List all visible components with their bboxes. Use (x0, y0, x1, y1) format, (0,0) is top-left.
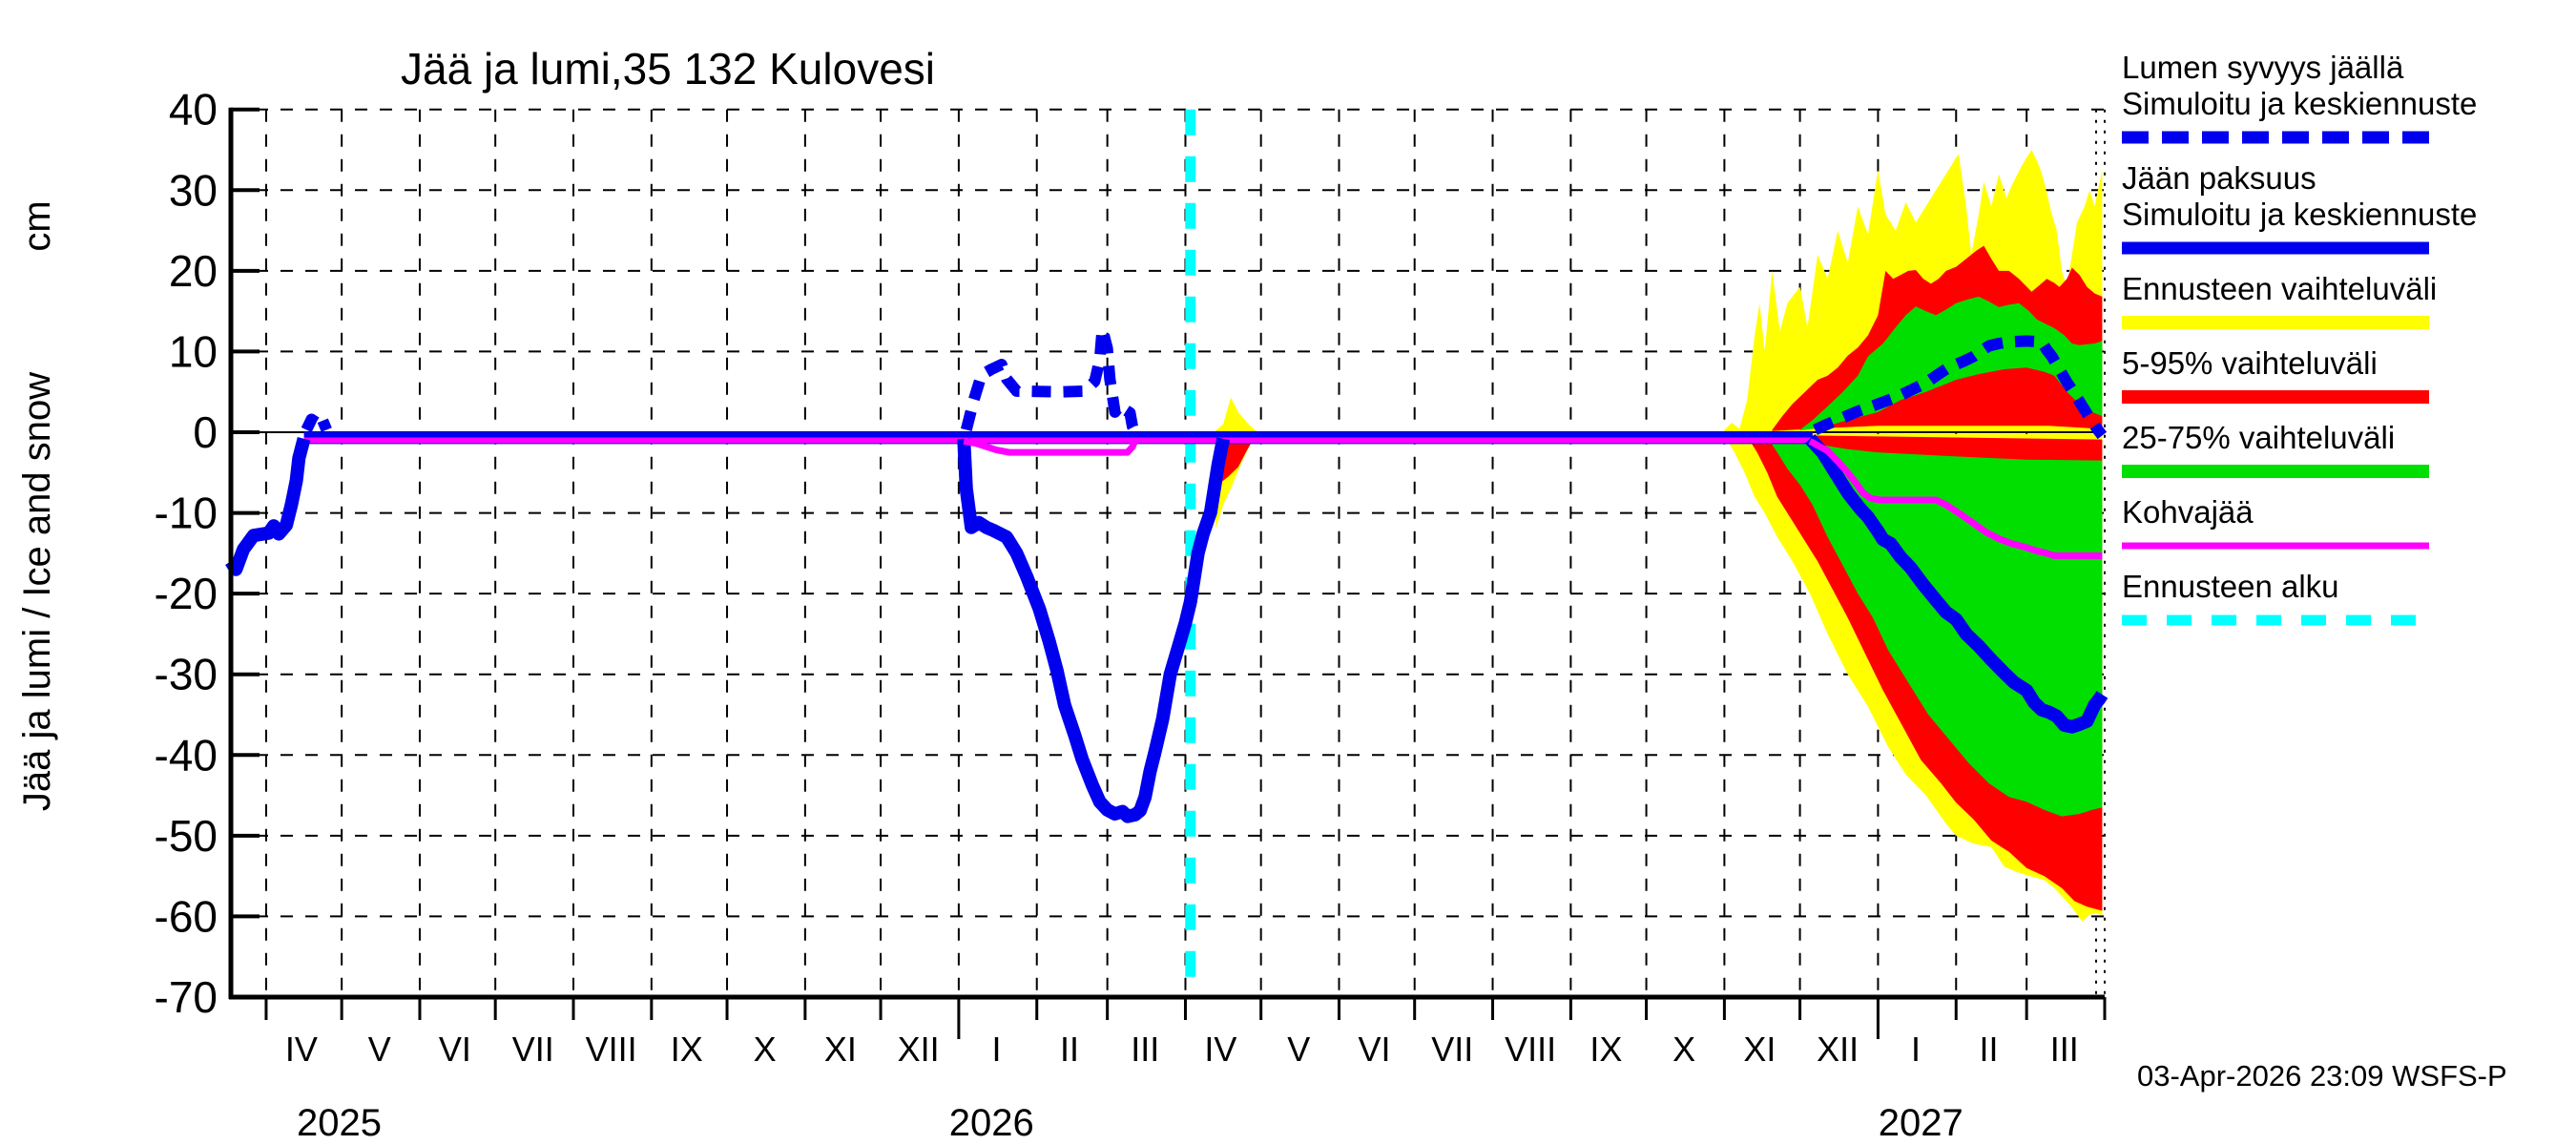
y-tick-label: 0 (193, 407, 218, 457)
x-month-label: V (368, 1030, 391, 1069)
legend-label: 25-75% vaihteluväli (2122, 420, 2395, 455)
y-tick-label: 20 (169, 246, 218, 296)
x-month-label: X (1672, 1030, 1695, 1069)
axes (228, 107, 2107, 1039)
x-month-label: V (1287, 1030, 1310, 1069)
x-month-label: III (1131, 1030, 1159, 1069)
x-month-label: VII (1431, 1030, 1473, 1069)
y-tick-label: -40 (155, 730, 218, 780)
x-month-label: I (1911, 1030, 1921, 1069)
x-year-label: 2027 (1879, 1102, 1963, 1144)
legend-label: Ennusteen vaihteluväli (2122, 271, 2437, 306)
y-tick-label: -70 (155, 972, 218, 1022)
y-tick-label: -20 (155, 569, 218, 618)
x-month-label: XII (898, 1030, 940, 1069)
x-month-label: IX (671, 1030, 703, 1069)
y-tick-label: -10 (155, 489, 218, 538)
kohvajaa-forecast (1808, 438, 2103, 559)
y-axis-unit: cm (16, 200, 58, 251)
forecast-fan-bands (1215, 150, 2103, 922)
y-tick-label: -50 (155, 811, 218, 861)
legend-item-forecast-range: Ennusteen vaihteluväli (2122, 271, 2437, 329)
x-month-label: VIII (586, 1030, 637, 1069)
y-axis-title: Jää ja lumi / Ice and snow (16, 372, 58, 811)
x-month-label: IX (1589, 1030, 1622, 1069)
y-tick-label: 10 (169, 326, 218, 376)
x-month-label: IV (285, 1030, 318, 1069)
x-month-label: VII (512, 1030, 554, 1069)
snow-depth-winter-2026 (960, 323, 1141, 435)
y-tick-label: -30 (155, 650, 218, 699)
x-year-label: 2026 (949, 1102, 1034, 1144)
legend-label: 5-95% vaihteluväli (2122, 345, 2378, 381)
y-tick-label: 40 (169, 85, 218, 135)
x-month-label: III (2050, 1030, 2079, 1069)
legend-item-range-5-95: 5-95% vaihteluväli (2122, 345, 2429, 404)
legend-label: Jään paksuus (2122, 160, 2316, 196)
kohvajaa-winter-2026 (963, 437, 1138, 456)
ice-fan-green (1767, 435, 2103, 817)
x-month-label: VIII (1505, 1030, 1556, 1069)
x-month-label: VI (439, 1030, 471, 1069)
ice-thickness-forecast-median (1804, 434, 2109, 734)
snow-fan-green (1799, 296, 2103, 431)
x-month-label: I (991, 1030, 1001, 1069)
x-month-label: II (1980, 1030, 1999, 1069)
x-month-label: XII (1817, 1030, 1859, 1069)
x-month-label: XI (824, 1030, 857, 1069)
data-series (225, 323, 2109, 823)
ice-thickness-spring-2025 (225, 437, 311, 576)
legend-label: Simuloitu ja keskiennuste (2122, 197, 2477, 232)
legend-item-range-25-75: 25-75% vaihteluväli (2122, 420, 2429, 478)
x-month-label: II (1060, 1030, 1079, 1069)
x-month-label: X (754, 1030, 777, 1069)
x-year-label: 2025 (297, 1102, 382, 1144)
snow-depth-forecast-median (1812, 335, 2108, 440)
timestamp-label: 03-Apr-2026 23:09 WSFS-P (2137, 1059, 2507, 1093)
y-tick-label: -60 (155, 891, 218, 941)
x-month-label: VI (1358, 1030, 1390, 1069)
snow-depth-spring-2025 (301, 411, 332, 433)
chart-title: Jää ja lumi,35 132 Kulovesi (401, 44, 935, 94)
ice-thickness-winter-2026 (957, 437, 1230, 823)
legend-label: Ennusteen alku (2122, 569, 2339, 604)
y-tick-label: 30 (169, 165, 218, 215)
legend-label: Lumen syvyys jäällä (2122, 50, 2404, 85)
legend-label: Simuloitu ja keskiennuste (2122, 86, 2477, 121)
legend-item-forecast-start: Ennusteen alku (2122, 569, 2429, 626)
legend-item-kohvajaa: Kohvajää (2122, 494, 2429, 550)
x-month-label: IV (1204, 1030, 1236, 1069)
legend-label: Kohvajää (2122, 494, 2254, 530)
x-month-label: XI (1743, 1030, 1776, 1069)
